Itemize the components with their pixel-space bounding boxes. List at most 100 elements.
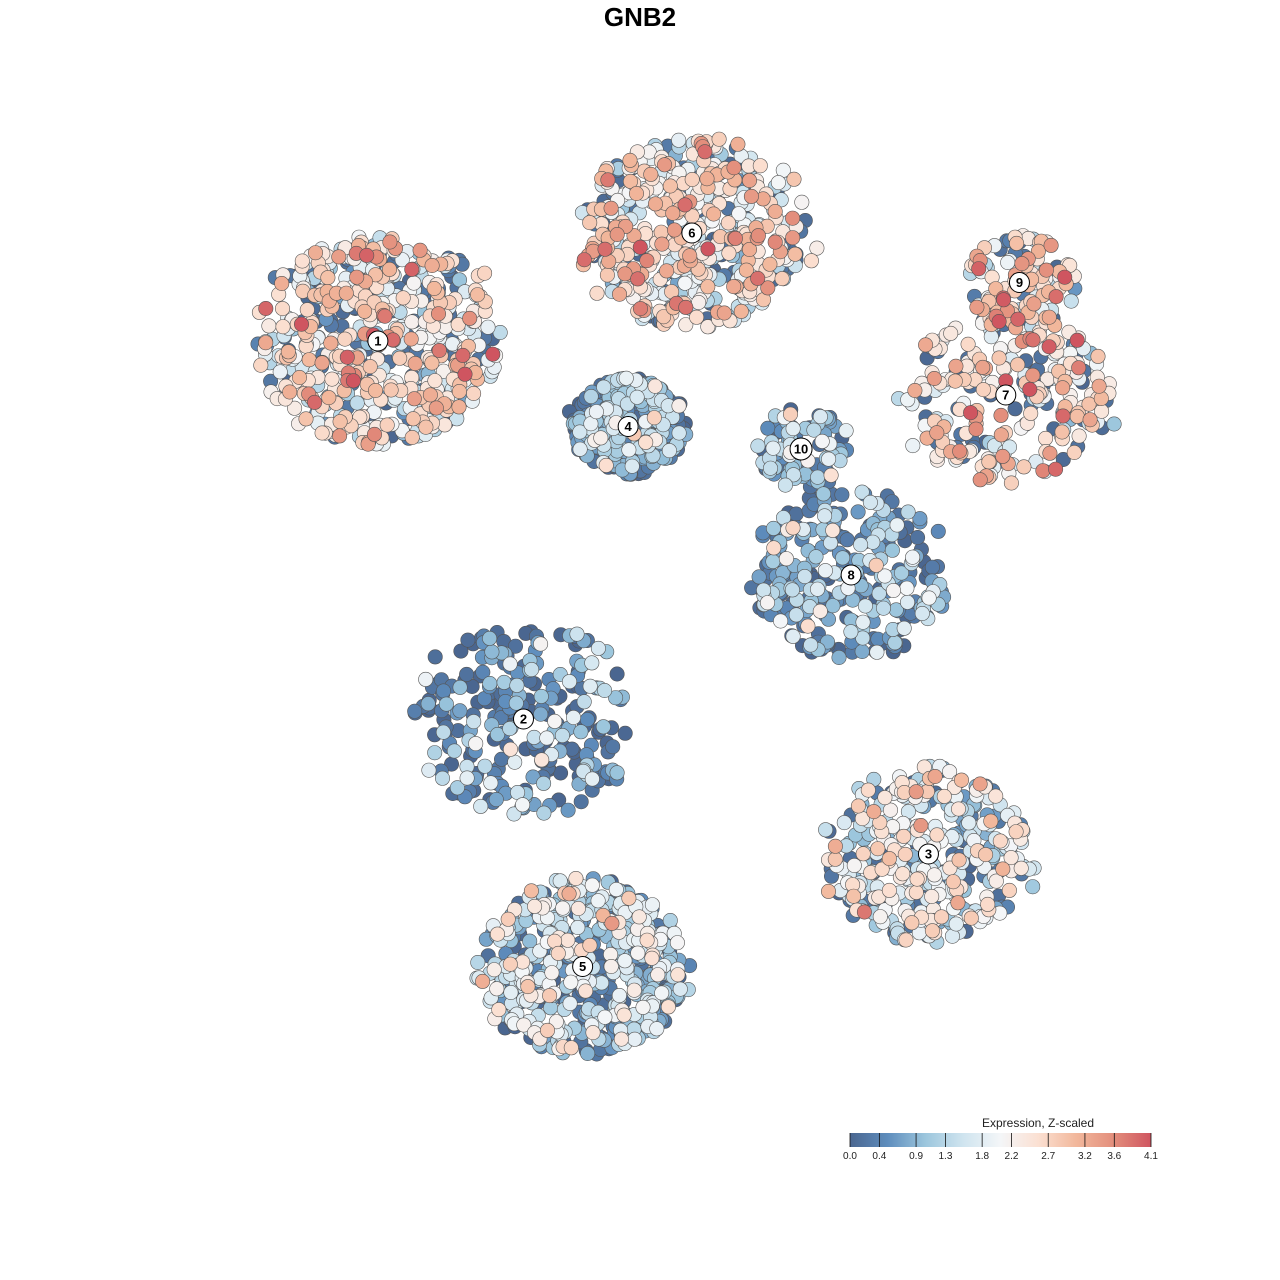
cell-point	[460, 632, 476, 648]
cell-point	[527, 898, 543, 914]
cell-point	[523, 883, 539, 899]
cell-point	[424, 355, 440, 371]
cell-point	[838, 423, 854, 439]
cell-point	[427, 649, 443, 665]
cell-point	[905, 438, 921, 454]
cell-point	[678, 317, 694, 333]
cluster-label-6: 6	[681, 222, 703, 244]
cell-point	[491, 1002, 507, 1018]
cell-point	[438, 696, 454, 712]
cell-point	[943, 325, 959, 341]
cell-point	[1048, 461, 1064, 477]
points-layer	[250, 131, 1122, 1062]
cell-point	[877, 568, 893, 584]
cell-point	[662, 178, 678, 194]
cell-point	[871, 585, 887, 601]
cell-point	[815, 486, 831, 502]
cell-point	[905, 549, 921, 565]
cell-point	[756, 582, 772, 598]
cell-point	[731, 206, 747, 222]
cell-point	[669, 935, 685, 951]
cell-point	[426, 280, 442, 296]
cell-point	[684, 172, 700, 188]
colorbar-title: Expression, Z-scaled	[982, 1116, 1094, 1130]
cell-point	[785, 467, 801, 483]
cell-point	[910, 529, 926, 545]
cell-point	[750, 228, 766, 244]
cell-point	[963, 910, 979, 926]
cell-point	[639, 253, 655, 269]
cell-point	[580, 1046, 596, 1062]
cell-point	[436, 363, 452, 379]
colorbar-tick-label: 0.0	[843, 1151, 857, 1162]
cell-point	[366, 426, 382, 442]
cell-point	[547, 713, 563, 729]
cell-point	[948, 358, 964, 374]
cell-point	[583, 388, 599, 404]
cell-point	[896, 620, 912, 636]
cell-point	[477, 265, 493, 281]
cell-point	[379, 417, 395, 433]
cell-point	[918, 337, 934, 353]
cell-point	[554, 727, 570, 743]
cell-point	[468, 736, 484, 752]
colorbar-tick-label: 1.8	[975, 1151, 989, 1162]
cell-point	[392, 350, 408, 366]
cell-point	[503, 984, 519, 1000]
cell-point	[1038, 262, 1054, 278]
cell-point	[424, 257, 440, 273]
cell-point	[909, 871, 925, 887]
cell-point	[1043, 237, 1059, 253]
cell-point	[877, 790, 893, 806]
cell-point	[887, 635, 903, 651]
cell-point	[927, 768, 943, 784]
cell-point	[357, 303, 373, 319]
cell-point	[609, 227, 625, 243]
cell-point	[609, 765, 625, 781]
cell-point	[617, 266, 633, 282]
cluster-label-4: 4	[617, 416, 639, 437]
cell-point	[856, 904, 872, 920]
cell-point	[908, 784, 924, 800]
cell-point	[1025, 332, 1041, 348]
cell-point	[656, 309, 672, 325]
cell-point	[820, 883, 836, 899]
cell-point	[452, 703, 468, 719]
cell-point	[489, 726, 505, 742]
cell-point	[622, 173, 638, 189]
cell-point	[570, 919, 586, 935]
cell-point	[506, 806, 522, 822]
cell-point	[431, 342, 447, 358]
cell-point	[1023, 405, 1039, 421]
colorbar-tick-label: 4.1	[1144, 1151, 1158, 1162]
cell-point	[1016, 459, 1032, 475]
cell-point	[983, 813, 999, 829]
cell-point	[301, 352, 317, 368]
colorbar-gradient	[850, 1133, 1151, 1147]
colorbar-tick-label: 2.7	[1041, 1151, 1055, 1162]
cluster-label-text: 1	[374, 334, 381, 349]
cell-point	[741, 173, 757, 189]
cell-point	[975, 382, 991, 398]
cell-point	[569, 626, 585, 642]
cell-point	[630, 945, 646, 961]
cell-point	[666, 222, 682, 238]
cell-point	[430, 306, 446, 322]
cell-point	[590, 640, 606, 656]
cell-point	[797, 568, 813, 584]
cell-point	[565, 709, 581, 725]
cell-point	[359, 247, 375, 263]
cell-point	[854, 484, 870, 500]
cell-point	[515, 797, 531, 813]
cell-point	[405, 411, 421, 427]
cell-point	[314, 425, 330, 441]
cell-point	[1057, 269, 1073, 285]
cell-point	[457, 366, 473, 382]
cell-point	[721, 245, 737, 261]
cell-point	[726, 160, 742, 176]
cell-point	[853, 537, 869, 553]
cell-point	[404, 429, 420, 445]
cell-point	[406, 391, 422, 407]
cell-point	[617, 725, 633, 741]
cell-point	[1082, 412, 1098, 428]
